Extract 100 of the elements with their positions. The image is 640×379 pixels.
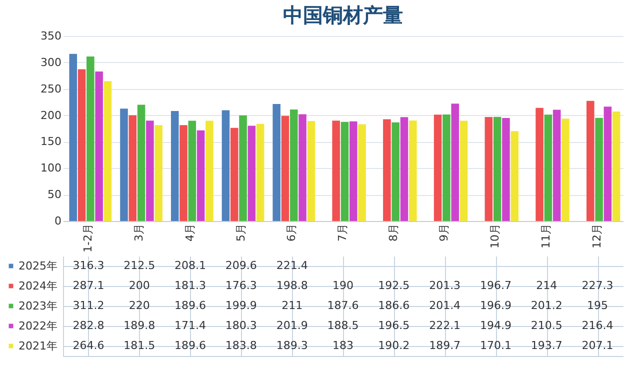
data-label: 188.5	[327, 319, 359, 332]
bar	[104, 81, 112, 221]
bar	[493, 116, 502, 221]
x-tick-label: 4月	[183, 224, 196, 242]
data-label: 282.8	[72, 319, 104, 332]
data-label: 227.3	[582, 279, 614, 292]
data-label: 186.6	[378, 299, 410, 312]
data-label: 193.7	[530, 339, 562, 352]
bar	[256, 124, 264, 221]
data-label: 198.8	[276, 279, 308, 292]
bar	[460, 120, 468, 221]
y-tick-label: 250	[40, 82, 62, 96]
legend-label: 2025年	[18, 260, 58, 272]
bar	[230, 128, 238, 221]
x-tick-label: 12月	[590, 224, 604, 248]
y-tick-label: 350	[40, 30, 62, 42]
data-label: 196.9	[480, 299, 512, 312]
data-label: 222.1	[429, 319, 461, 332]
bar	[69, 54, 78, 221]
data-label: 189.8	[124, 319, 156, 332]
y-tick-label: 300	[40, 56, 62, 69]
bar	[298, 114, 306, 221]
bar	[170, 111, 179, 221]
bar	[451, 104, 459, 221]
bar	[206, 120, 214, 221]
data-label: 187.6	[327, 299, 359, 312]
bar	[400, 117, 408, 221]
bar	[442, 114, 450, 221]
data-label: 201.3	[429, 279, 461, 292]
data-label: 196.7	[480, 279, 512, 292]
legend-label: 2021年	[18, 340, 58, 352]
x-tick-label: 7月	[336, 224, 349, 242]
x-tick-label: 3月	[132, 224, 146, 242]
data-label: 210.5	[530, 319, 562, 332]
bar	[434, 114, 442, 221]
bar	[180, 125, 188, 221]
bar	[290, 109, 298, 221]
data-label: 190.2	[378, 339, 410, 352]
data-label: 311.2	[72, 299, 104, 312]
data-label: 212.5	[124, 259, 156, 272]
data-label: 189.6	[174, 299, 206, 312]
data-label: 316.3	[72, 259, 104, 272]
data-label: 216.4	[582, 319, 614, 332]
x-tick-label: 11月	[539, 224, 552, 248]
y-tick-label: 50	[48, 188, 62, 202]
bar	[307, 120, 316, 221]
x-tick-label: 9月	[438, 224, 451, 242]
bar	[188, 120, 196, 221]
bar	[510, 131, 518, 221]
data-label: 189.3	[276, 339, 308, 352]
data-label: 201.4	[429, 299, 461, 312]
data-label: 183.8	[225, 339, 257, 352]
bar	[612, 112, 620, 221]
y-tick-label: 0	[54, 214, 62, 228]
bar	[239, 115, 247, 221]
x-tick-label: 6月	[285, 224, 298, 242]
bar	[392, 122, 400, 221]
data-label: 211	[282, 299, 303, 312]
bar	[562, 118, 570, 221]
y-tick-label: 200	[40, 108, 62, 122]
bar	[78, 69, 86, 221]
y-tick-label: 150	[40, 135, 62, 148]
bar	[146, 120, 154, 221]
bar	[95, 72, 103, 221]
bar	[502, 118, 510, 221]
data-label: 264.6	[72, 339, 104, 352]
data-label: 199.9	[225, 299, 257, 312]
bar	[137, 104, 146, 221]
bar	[222, 110, 230, 221]
legend-label: 2023年	[18, 300, 58, 312]
data-label: 171.4	[174, 319, 206, 332]
bar	[332, 120, 340, 221]
bar	[358, 124, 366, 221]
data-label: 201.9	[276, 319, 308, 332]
data-label: 220	[128, 299, 150, 312]
data-label: 214	[536, 279, 558, 292]
data-label: 181.3	[174, 279, 206, 292]
legend-label: 2024年	[18, 280, 58, 292]
x-tick-label: 8月	[386, 224, 400, 242]
data-label: 190	[332, 279, 354, 292]
bar	[349, 121, 358, 221]
bar	[408, 120, 417, 221]
bar	[536, 108, 544, 221]
data-label: 208.1	[174, 259, 206, 272]
data-label: 196.5	[378, 319, 410, 332]
data-label: 195	[587, 299, 608, 312]
bar	[340, 122, 349, 221]
bar	[154, 125, 162, 221]
data-label: 200	[128, 279, 150, 292]
x-tick-label: 10月	[488, 224, 502, 248]
data-label: 207.1	[582, 339, 614, 352]
bar	[484, 117, 493, 221]
bar	[196, 130, 205, 221]
data-label: 176.3	[225, 279, 257, 292]
data-label: 189.6	[174, 339, 206, 352]
bar	[586, 100, 594, 221]
data-label: 180.3	[225, 319, 257, 332]
data-label: 287.1	[72, 279, 104, 292]
data-label: 170.1	[480, 339, 512, 352]
chart-title: 中国铜材产量	[283, 3, 403, 27]
